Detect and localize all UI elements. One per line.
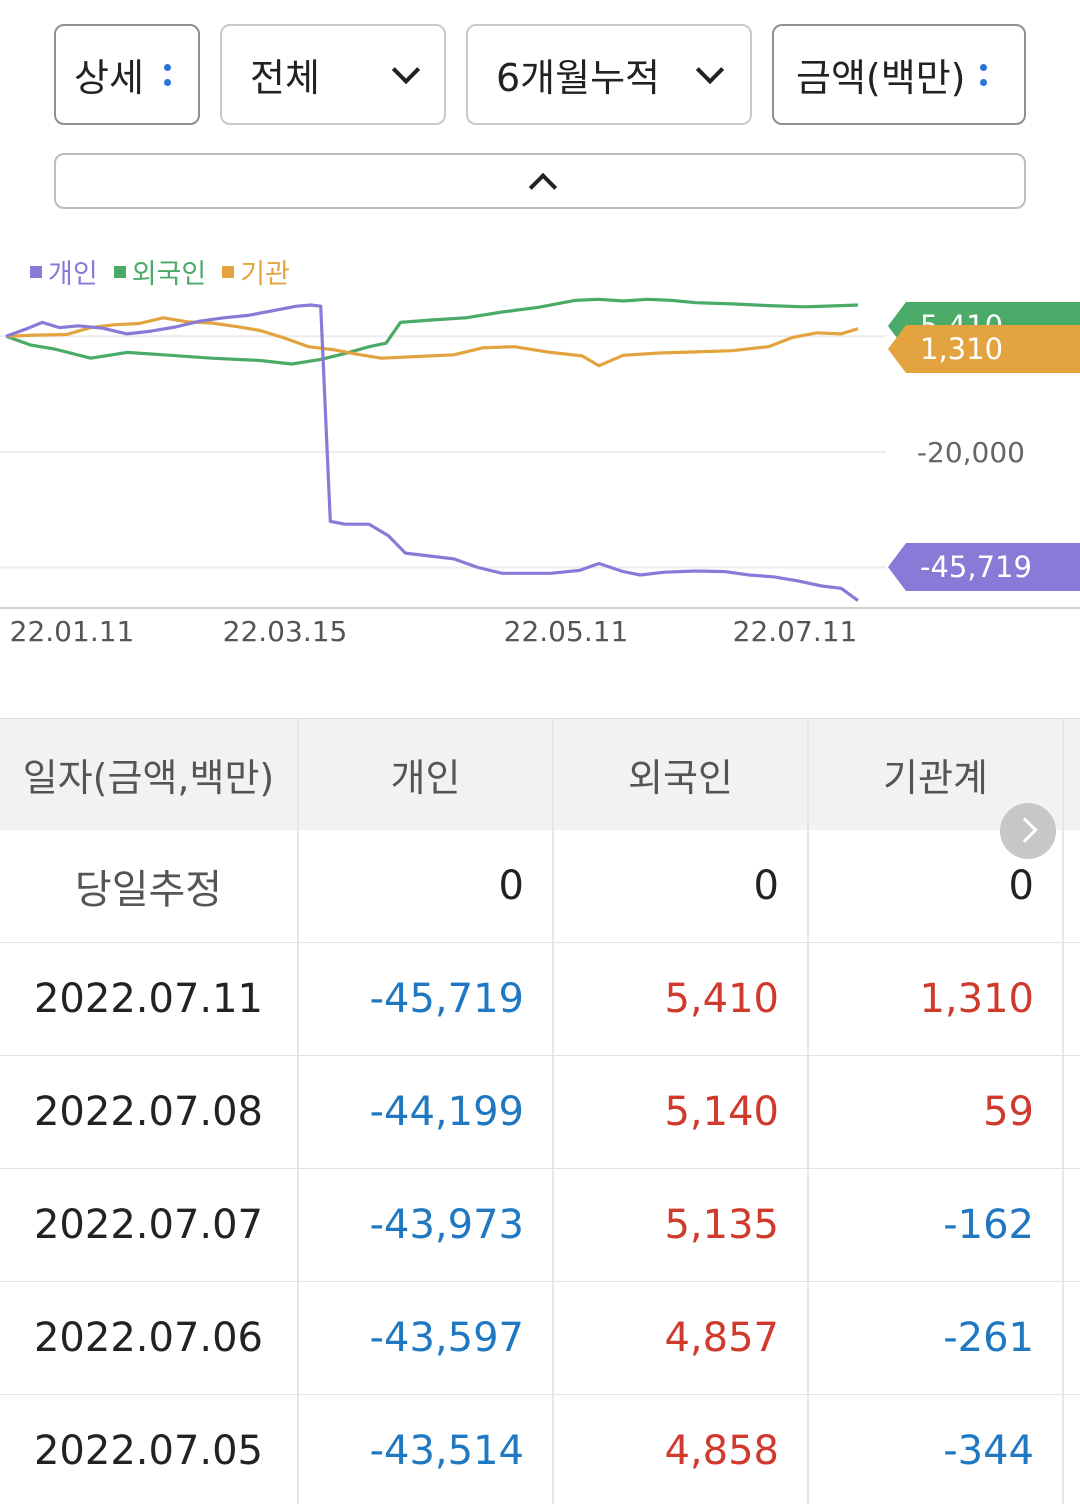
row-individual: -44,199: [299, 1056, 554, 1168]
scope-select[interactable]: 전체: [220, 24, 446, 125]
row-foreign: 5,135: [554, 1169, 809, 1281]
legend-item-institution: 기관: [222, 252, 290, 291]
row-date: 2022.07.07: [0, 1169, 299, 1281]
header-foreign: 외국인: [554, 719, 809, 830]
legend-item-individual: 개인: [30, 252, 98, 291]
series-line: [5, 316, 859, 368]
chevron-down-icon: [695, 55, 725, 85]
more-dots-icon: [163, 63, 171, 86]
series-end-label: 1,310: [920, 332, 1003, 366]
legend-swatch: [30, 265, 42, 278]
row-spacer: [1064, 1282, 1080, 1394]
series-end-tag: [888, 325, 1080, 373]
legend-swatch: [113, 265, 126, 278]
table-row: 2022.07.08 -44,199 5,140 59: [0, 1056, 1080, 1169]
row-date: 2022.07.05: [0, 1395, 299, 1504]
row-institution: -344: [809, 1395, 1064, 1504]
today-foreign: 0: [554, 830, 809, 942]
row-institution: 59: [809, 1056, 1064, 1168]
chevron-down-icon: [391, 55, 421, 85]
detail-menu-label: 상세: [74, 56, 144, 100]
header-institution: 기관계: [809, 719, 1064, 830]
row-date: 2022.07.08: [0, 1056, 299, 1168]
y-tick-label: -20,000: [917, 436, 1025, 469]
table-header-row: 일자(금액,백만) 개인 외국인 기관계: [0, 718, 1080, 830]
row-individual: -43,597: [299, 1282, 554, 1394]
row-institution: 1,310: [809, 943, 1064, 1055]
row-date: 2022.07.06: [0, 1282, 299, 1394]
legend-swatch: [222, 265, 235, 278]
row-foreign: 4,857: [554, 1282, 809, 1394]
x-tick-label: 22.07.11: [733, 615, 858, 648]
row-spacer: [1064, 1395, 1080, 1504]
filter-bar: 상세 전체 6개월누적 금액(백만): [54, 24, 1026, 125]
today-individual: 0: [299, 830, 554, 942]
row-spacer: [1064, 943, 1080, 1055]
row-individual: -45,719: [299, 943, 554, 1055]
legend-label: 기관: [240, 259, 290, 290]
x-tick-label: 22.01.11: [10, 615, 135, 648]
row-date: 2022.07.11: [0, 943, 299, 1055]
legend-label: 외국인: [131, 259, 207, 290]
row-foreign: 5,410: [554, 943, 809, 1055]
legend-item-foreign: 외국인: [113, 252, 207, 291]
chevron-right-icon: [1012, 817, 1038, 843]
x-tick-label: 22.03.15: [223, 615, 348, 648]
unit-menu-label: 금액(백만): [796, 56, 966, 100]
chevron-up-icon: [528, 172, 558, 202]
row-institution: -261: [809, 1282, 1064, 1394]
series-line: [5, 297, 859, 366]
scope-select-label: 전체: [250, 56, 320, 100]
unit-menu-button[interactable]: 금액(백만): [772, 24, 1026, 125]
collapse-toggle-button[interactable]: [54, 153, 1026, 209]
table-row: 2022.07.06 -43,597 4,857 -261: [0, 1282, 1080, 1395]
investor-trend-chart: -20,00022.01.1122.03.1522.05.1122.07.115…: [0, 297, 1080, 648]
row-spacer: [1064, 1169, 1080, 1281]
row-foreign: 5,140: [554, 1056, 809, 1168]
table-row: 2022.07.07 -43,973 5,135 -162: [0, 1169, 1080, 1282]
row-individual: -43,973: [299, 1169, 554, 1281]
detail-menu-button[interactable]: 상세: [54, 24, 200, 125]
scroll-right-button[interactable]: [1000, 803, 1056, 859]
header-individual: 개인: [299, 719, 554, 830]
table-row: 2022.07.05 -43,514 4,858 -344: [0, 1395, 1080, 1504]
today-label: 당일추정: [0, 830, 299, 942]
period-select[interactable]: 6개월누적: [466, 24, 752, 125]
row-spacer: [1064, 1056, 1080, 1168]
x-tick-label: 22.05.11: [504, 615, 629, 648]
chart-legend: 개인 외국인 기관: [30, 252, 306, 291]
row-institution: -162: [809, 1169, 1064, 1281]
row-foreign: 4,858: [554, 1395, 809, 1504]
series-end-tag: [888, 543, 1080, 591]
series-line: [5, 303, 859, 602]
row-spacer: [1064, 830, 1080, 942]
today-institution: 0: [809, 830, 1064, 942]
series-end-label: -45,719: [920, 550, 1032, 584]
header-date: 일자(금액,백만): [0, 719, 299, 830]
period-select-label: 6개월누적: [496, 56, 661, 100]
legend-label: 개인: [48, 259, 98, 290]
investor-table: 일자(금액,백만) 개인 외국인 기관계 당일추정 0 0 0 2022.07.…: [0, 718, 1080, 1504]
row-individual: -43,514: [299, 1395, 554, 1504]
more-dots-icon: [979, 63, 987, 86]
table-row-today: 당일추정 0 0 0: [0, 830, 1080, 943]
header-spacer: [1064, 719, 1080, 830]
table-row: 2022.07.11 -45,719 5,410 1,310: [0, 943, 1080, 1056]
